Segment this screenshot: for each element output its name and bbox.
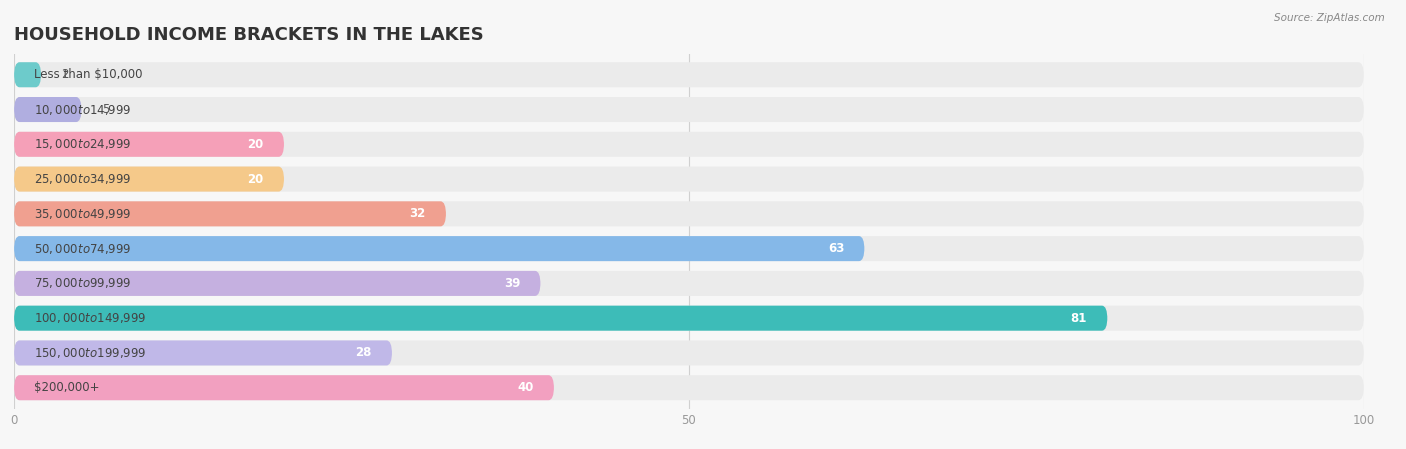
Text: $15,000 to $24,999: $15,000 to $24,999	[34, 137, 132, 151]
FancyBboxPatch shape	[14, 340, 392, 365]
FancyBboxPatch shape	[14, 271, 540, 296]
FancyBboxPatch shape	[14, 375, 1364, 400]
FancyBboxPatch shape	[14, 62, 41, 87]
Text: 81: 81	[1071, 312, 1087, 325]
Text: $50,000 to $74,999: $50,000 to $74,999	[34, 242, 132, 255]
FancyBboxPatch shape	[14, 236, 865, 261]
FancyBboxPatch shape	[14, 97, 1364, 122]
Text: Less than $10,000: Less than $10,000	[34, 68, 143, 81]
FancyBboxPatch shape	[14, 306, 1364, 331]
FancyBboxPatch shape	[14, 97, 82, 122]
Text: $200,000+: $200,000+	[34, 381, 100, 394]
FancyBboxPatch shape	[14, 62, 1364, 87]
Text: 5: 5	[101, 103, 110, 116]
FancyBboxPatch shape	[14, 306, 1108, 331]
Text: $25,000 to $34,999: $25,000 to $34,999	[34, 172, 132, 186]
Text: 20: 20	[247, 138, 264, 151]
Text: $75,000 to $99,999: $75,000 to $99,999	[34, 277, 132, 291]
Text: $100,000 to $149,999: $100,000 to $149,999	[34, 311, 146, 325]
FancyBboxPatch shape	[14, 167, 284, 192]
Text: 40: 40	[517, 381, 534, 394]
Text: Source: ZipAtlas.com: Source: ZipAtlas.com	[1274, 13, 1385, 23]
FancyBboxPatch shape	[14, 201, 446, 226]
FancyBboxPatch shape	[14, 340, 1364, 365]
Text: $35,000 to $49,999: $35,000 to $49,999	[34, 207, 132, 221]
FancyBboxPatch shape	[14, 375, 554, 400]
Text: $150,000 to $199,999: $150,000 to $199,999	[34, 346, 146, 360]
Text: 32: 32	[409, 207, 426, 220]
Text: 28: 28	[356, 347, 371, 360]
FancyBboxPatch shape	[14, 236, 1364, 261]
Text: 39: 39	[503, 277, 520, 290]
FancyBboxPatch shape	[14, 132, 1364, 157]
Text: 2: 2	[62, 68, 69, 81]
Text: 20: 20	[247, 172, 264, 185]
FancyBboxPatch shape	[14, 132, 284, 157]
Text: 63: 63	[828, 242, 844, 255]
FancyBboxPatch shape	[14, 201, 1364, 226]
Text: $10,000 to $14,999: $10,000 to $14,999	[34, 102, 132, 117]
FancyBboxPatch shape	[14, 271, 1364, 296]
Text: HOUSEHOLD INCOME BRACKETS IN THE LAKES: HOUSEHOLD INCOME BRACKETS IN THE LAKES	[14, 26, 484, 44]
FancyBboxPatch shape	[14, 167, 1364, 192]
